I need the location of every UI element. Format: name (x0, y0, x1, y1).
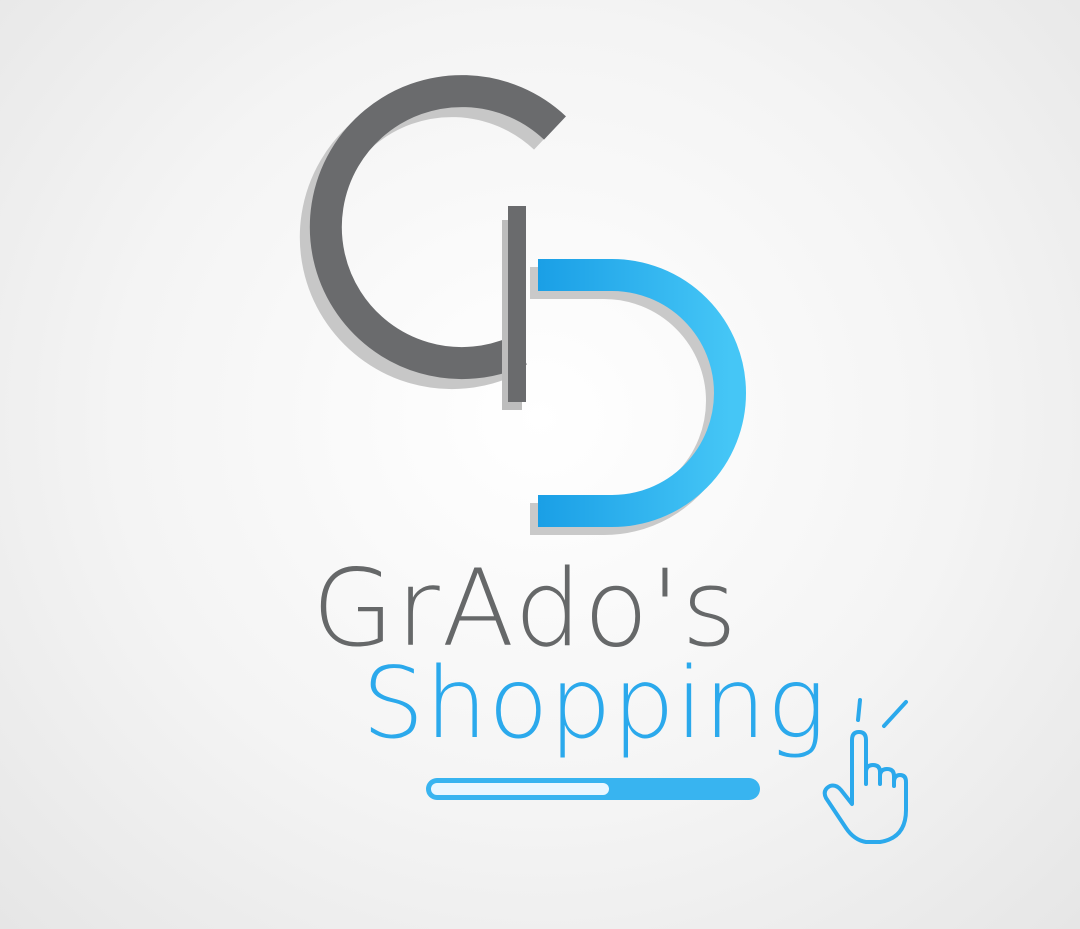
loading-bar-fill (431, 783, 610, 795)
pointing-hand-click-icon (822, 698, 908, 844)
d-letter (530, 259, 746, 535)
brand-name-line-2: Shopping (362, 647, 827, 761)
loading-bar (426, 778, 760, 800)
g-letter (299, 75, 566, 410)
gd-monogram (299, 75, 746, 535)
brand-name-line-1: GrAdo's (312, 547, 739, 670)
